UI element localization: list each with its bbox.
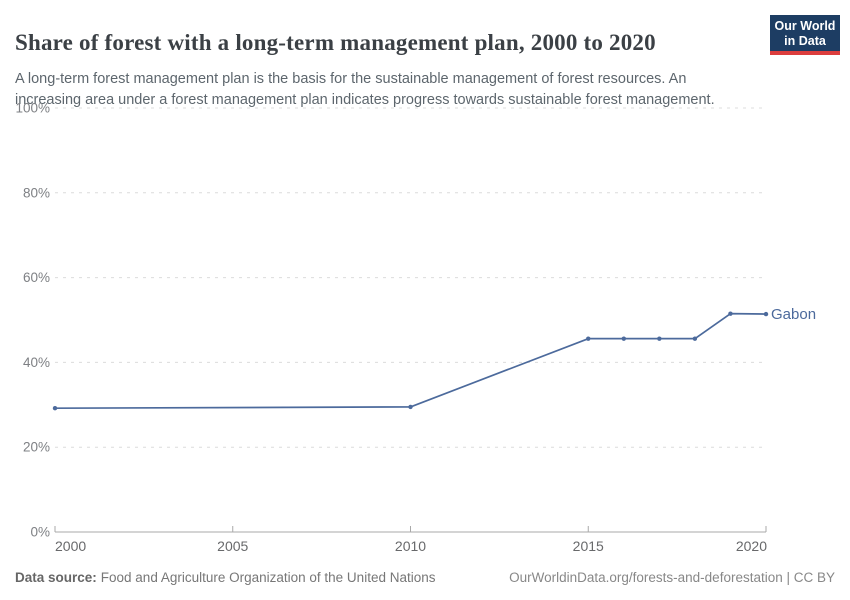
y-axis-tick-label: 0% <box>30 525 50 540</box>
data-point-marker-gabon-2020[interactable] <box>763 311 769 317</box>
owid-logo[interactable]: Our World in Data <box>770 15 840 55</box>
y-axis-tick-label: 60% <box>23 270 50 285</box>
owid-logo-line1: Our World <box>774 19 836 33</box>
data-point-marker-gabon-2010[interactable] <box>408 404 413 410</box>
owid-logo-line2: in Data <box>784 33 826 48</box>
x-axis-tick-label: 2015 <box>573 538 604 554</box>
chart-footer: Data source: Food and Agriculture Organiz… <box>15 570 835 585</box>
y-axis-tick-label: 20% <box>23 440 50 455</box>
chart-subtitle: A long-term forest management plan is th… <box>15 69 755 111</box>
data-source-label: Data source: <box>15 570 97 585</box>
x-axis-tick-label: 2005 <box>217 538 248 554</box>
data-point-marker-gabon-2018[interactable] <box>692 336 698 341</box>
license-link[interactable]: OurWorldinData.org/forests-and-deforesta… <box>509 570 835 585</box>
chart-title: Share of forest with a long-term managem… <box>15 30 656 56</box>
x-axis-tick-label: 2000 <box>55 538 86 554</box>
data-source-note: Data source: Food and Agriculture Organiz… <box>15 570 435 585</box>
data-point-marker-gabon-2000[interactable] <box>52 405 58 411</box>
chart-subtitle-line2: increasing area under a forest managemen… <box>15 91 715 108</box>
data-source-text: Food and Agriculture Organization of the… <box>100 570 436 585</box>
data-point-marker-gabon-2015[interactable] <box>586 336 591 341</box>
series-label-gabon[interactable]: Gabon <box>771 306 816 323</box>
y-axis-tick-label: 40% <box>23 355 50 370</box>
data-point-marker-gabon-2016[interactable] <box>621 336 626 341</box>
data-point-marker-gabon-2017[interactable] <box>657 336 662 341</box>
y-axis-tick-label: 100% <box>15 101 50 116</box>
x-axis-tick-label: 2020 <box>736 538 767 554</box>
line-series-gabon[interactable] <box>54 312 767 410</box>
data-point-marker-gabon-2019[interactable] <box>728 311 733 316</box>
chart-subtitle-line1: A long-term forest management plan is th… <box>15 70 687 87</box>
y-axis-tick-label: 80% <box>23 185 50 200</box>
x-axis-tick-label: 2010 <box>395 538 426 554</box>
